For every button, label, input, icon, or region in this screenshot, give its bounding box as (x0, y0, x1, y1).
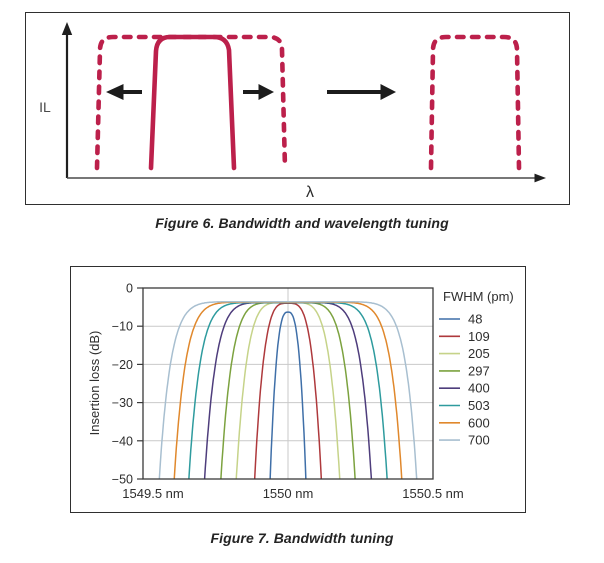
bandwidth-tuning-left-arrow-icon (106, 84, 142, 100)
legend-label: 400 (468, 381, 490, 396)
chart-gridlines (143, 288, 433, 479)
y-tick-label: −20 (112, 358, 133, 372)
lambda-axis-label: λ (306, 184, 314, 201)
y-tick-label: −30 (112, 396, 133, 410)
legend-label: 109 (468, 329, 490, 344)
wavelength-tuning-arrow-icon (327, 84, 396, 100)
y-tick-label: −10 (112, 320, 133, 334)
legend-title: FWHM (pm) (443, 289, 514, 304)
figure6-caption: Figure 6. Bandwidth and wavelength tunin… (155, 215, 449, 231)
legend-label: 503 (468, 398, 490, 413)
y-tick-label: −40 (112, 434, 133, 448)
dashed-shifted-passband-shape (428, 34, 522, 171)
bandwidth-tuning-right-arrow-icon (243, 84, 274, 100)
figure6-panel: IL λ (25, 12, 570, 205)
y-tick-label: 0 (126, 282, 133, 296)
legend-label: 205 (468, 346, 490, 361)
chart-curves (158, 301, 418, 479)
il-axis-label: IL (39, 99, 51, 115)
figure7-chart: 0 −10 −20 −30 −40 −50 1549.5 nm 1550 nm 1550.5 … (87, 282, 514, 502)
figure7-caption: Figure 7. Bandwidth tuning (210, 530, 394, 546)
il-axis-arrowhead-icon (61, 22, 73, 35)
y-axis-ticks: 0 −10 −20 −30 −40 −50 (112, 282, 143, 487)
x-tick-label: 1549.5 nm (122, 486, 183, 501)
curve-fwhm-700 (158, 301, 418, 479)
x-tick-label: 1550.5 nm (402, 486, 463, 501)
chart-legend: FWHM (pm) 48 109 205 297 400 503 600 700 (439, 289, 514, 448)
legend-label: 297 (468, 363, 490, 378)
y-axis-title: Insertion loss (dB) (87, 331, 102, 436)
legend-label: 600 (468, 415, 490, 430)
x-axis-ticks: 1549.5 nm 1550 nm 1550.5 nm (122, 486, 463, 501)
dashed-wide-passband-shape (94, 34, 288, 171)
lambda-axis-arrowhead-icon (534, 173, 546, 183)
plot-border (142, 287, 434, 480)
curve-fwhm-109 (253, 302, 323, 479)
legend-label: 48 (468, 312, 482, 327)
solid-passband-shape (148, 34, 237, 171)
figure6-diagram: IL λ (39, 22, 546, 201)
figure7-panel: 0 −10 −20 −30 −40 −50 1549.5 nm 1550 nm 1550.5 … (70, 266, 526, 513)
y-tick-label: −50 (112, 473, 133, 487)
x-tick-label: 1550 nm (263, 486, 314, 501)
curve-fwhm-48 (269, 311, 307, 479)
legend-label: 700 (468, 433, 490, 448)
